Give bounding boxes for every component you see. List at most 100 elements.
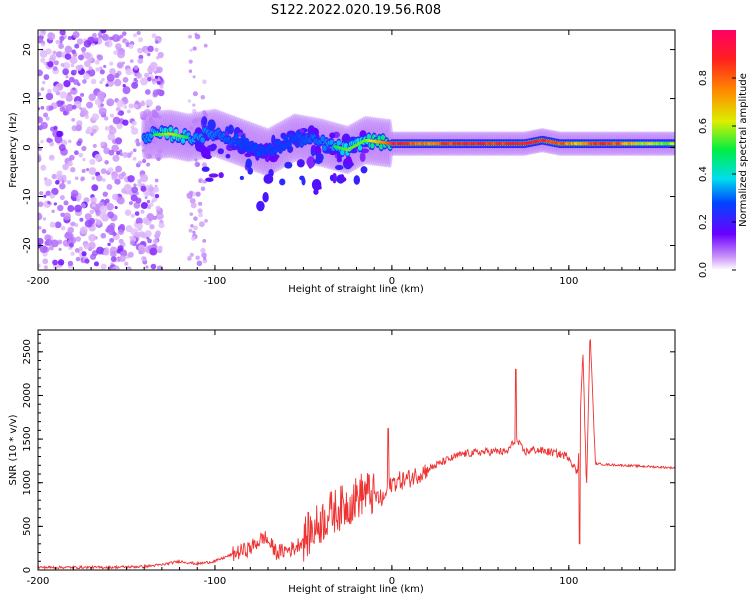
spectrogram-noise-dot — [105, 83, 109, 87]
spectrogram-noise-dot — [115, 137, 123, 145]
spectrogram-noise-dot — [54, 221, 62, 229]
spectrogram-noise-dot — [198, 201, 203, 206]
spectrogram-noise-dot — [43, 74, 50, 80]
spectrogram-noise-dot — [92, 143, 97, 149]
spectrogram-noise-dot — [38, 226, 42, 230]
spectrogram-noise-dot — [119, 34, 124, 39]
spectrogram-noise-dot — [152, 80, 156, 85]
snr-ytick-label: 500 — [22, 517, 33, 536]
spectrogram-noise-dot — [40, 57, 46, 63]
snr-xtick-label: -200 — [27, 576, 50, 587]
spectrogram-noise-dot — [94, 98, 102, 106]
spectrogram-xtick-label: 100 — [559, 276, 578, 287]
spectrogram-noise-dot — [64, 45, 73, 54]
spectrogram-noise-dot — [114, 178, 121, 185]
spectrogram-noise-dot — [133, 104, 138, 109]
spectrogram-noise-dot — [70, 189, 79, 198]
spectrogram-noise-dot — [81, 46, 87, 53]
spectrogram-noise-dot — [155, 230, 161, 237]
spectrogram-blob — [201, 166, 210, 172]
spectrogram-noise-dot — [155, 89, 161, 95]
spectrogram-noise-dot — [38, 116, 44, 124]
spectrogram-noise-dot — [100, 103, 104, 107]
spectrogram-noise-dot — [129, 235, 133, 240]
spectrogram-blob — [247, 167, 253, 175]
spectrogram-noise-dot — [124, 261, 129, 266]
spectrogram-noise-dot — [40, 164, 47, 171]
spectrogram-noise-dot — [130, 127, 139, 135]
spectrogram-noise-dot — [67, 260, 74, 267]
spectrogram-noise-dot — [63, 178, 67, 183]
spectrogram-blob — [205, 177, 214, 182]
spectrogram-blob — [317, 185, 322, 190]
spectrogram-noise-dot — [145, 265, 149, 269]
spectrogram-noise-dot — [146, 76, 152, 82]
spectrogram-noise-dot — [106, 184, 113, 191]
spectrogram-noise-dot — [59, 182, 66, 190]
spectrogram-noise-dot — [194, 161, 201, 168]
spectrogram-noise-dot — [113, 50, 118, 55]
spectrogram-noise-dot — [111, 267, 116, 270]
spectrogram-noise-dot — [122, 61, 126, 65]
spectrogram-noise-dot — [117, 245, 124, 252]
spectrogram-noise-dot — [72, 87, 76, 91]
spectrogram-noise-dot — [88, 233, 97, 242]
spectrogram-blob — [296, 159, 305, 168]
spectrogram-noise-dot — [135, 79, 139, 83]
spectrogram-noise-dot — [192, 230, 196, 235]
spectrogram-noise-dot — [117, 62, 123, 69]
spectrogram-noise-dot — [83, 40, 92, 48]
spectrogram-noise-dot — [156, 80, 161, 85]
spectrogram-noise-dot — [45, 238, 53, 247]
colorbar-tick-label: 0.2 — [698, 214, 709, 230]
spectrogram-noise-dot — [94, 59, 100, 65]
spectrogram-noise-dot — [195, 255, 200, 261]
spectrogram-noise-dot — [79, 226, 88, 235]
spectrogram-noise-dot — [135, 217, 143, 225]
spectrogram-noise-dot — [40, 139, 44, 144]
spectrogram-noise-dot — [200, 186, 206, 192]
spectrogram-noise-dot — [117, 50, 125, 59]
snr-ytick-label: 0 — [22, 567, 33, 573]
spectrogram-noise-dot — [112, 154, 120, 162]
spectrogram-noise-dot — [72, 31, 80, 39]
spectrogram-ridge-core — [184, 135, 189, 139]
spectrogram-noise-dot — [104, 160, 109, 165]
spectrogram-noise-dot — [109, 81, 113, 86]
spectrogram-noise-dot — [94, 37, 99, 42]
spectrogram-blob — [208, 173, 219, 178]
spectrogram-noise-dot — [48, 154, 55, 161]
spectrogram-noise-dot — [118, 228, 124, 235]
spectrogram-noise-dot — [122, 86, 131, 95]
spectrogram-noise-dot — [60, 63, 65, 67]
spectrogram-blob — [299, 175, 305, 181]
spectrogram-noise-dot — [52, 50, 57, 55]
spectrogram-noise-dot — [134, 231, 141, 238]
spectrogram-noise-dot — [126, 267, 131, 270]
spectrogram-noise-dot — [109, 237, 115, 243]
spectrogram-noise-dot — [96, 246, 104, 255]
spectrogram-noise-dot — [129, 59, 134, 63]
snr-background — [38, 330, 675, 570]
snr-xtick-label: -100 — [204, 576, 227, 587]
spectrogram-noise-dot — [47, 200, 51, 205]
spectrogram-noise-dot — [63, 200, 69, 206]
spectrogram-noise-dot — [66, 180, 72, 185]
spectrogram-noise-dot — [147, 45, 154, 53]
spectrogram-noise-dot — [124, 209, 132, 216]
spectrogram-ytick-label: 0 — [22, 144, 33, 150]
spectrogram-noise-dot — [47, 32, 56, 41]
spectrogram-noise-dot — [114, 72, 120, 79]
spectrogram-noise-dot — [73, 69, 77, 74]
spectrogram-noise-dot — [86, 101, 94, 109]
spectrogram-noise-dot — [154, 193, 160, 199]
snr-xtick-label: 0 — [389, 576, 395, 587]
spectrogram-noise-dot — [75, 176, 79, 180]
spectrogram-noise-dot — [84, 114, 89, 119]
spectrogram-noise-dot — [96, 91, 105, 99]
spectrogram-noise-dot — [75, 256, 81, 262]
spectrogram-noise-dot — [119, 149, 123, 153]
spectrogram-noise-dot — [133, 201, 141, 209]
spectrogram-xtick-label: 0 — [389, 276, 395, 287]
